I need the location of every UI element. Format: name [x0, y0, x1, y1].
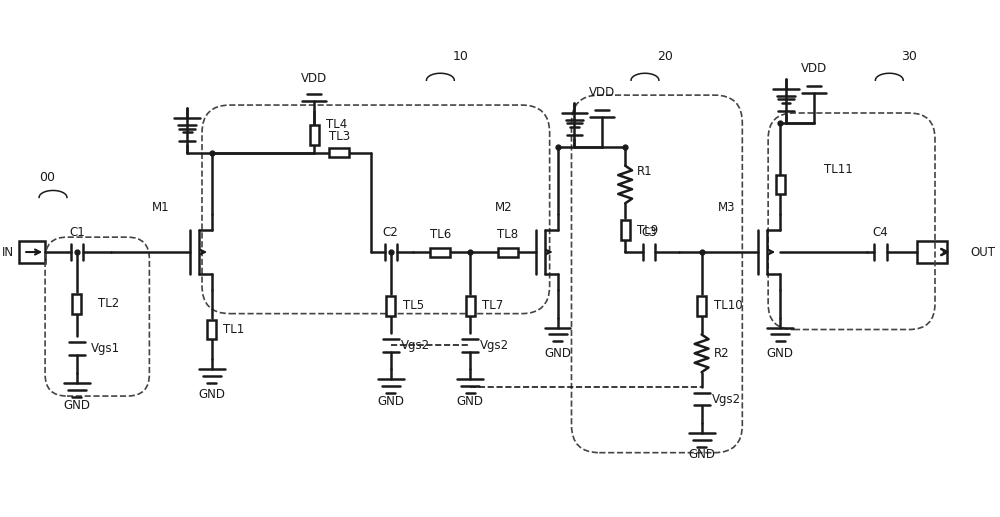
Text: TL8: TL8 [497, 227, 518, 241]
Text: R1: R1 [637, 165, 653, 178]
Text: Vgs1: Vgs1 [91, 342, 120, 355]
Text: 30: 30 [901, 50, 917, 63]
Text: M2: M2 [495, 201, 513, 214]
Text: GND: GND [377, 394, 404, 407]
Text: TL7: TL7 [482, 299, 503, 312]
Text: Vgs2: Vgs2 [401, 339, 430, 352]
Text: TL10: TL10 [714, 299, 742, 312]
Bar [329, 148, 349, 157]
Bar [776, 175, 785, 194]
Bar [310, 125, 319, 145]
Bar [697, 296, 706, 315]
Text: VDD: VDD [589, 86, 615, 99]
Bar [386, 296, 395, 315]
Text: R2: R2 [714, 347, 729, 360]
Text: Vgs2: Vgs2 [712, 392, 741, 405]
Text: GND: GND [688, 448, 715, 461]
Text: GND: GND [544, 347, 571, 360]
Text: TL1: TL1 [223, 323, 244, 336]
Text: C1: C1 [69, 226, 85, 239]
Text: OUT: OUT [971, 246, 996, 258]
Text: GND: GND [457, 394, 484, 407]
Text: TL4: TL4 [326, 118, 347, 131]
Text: IN: IN [2, 246, 14, 258]
Bar [498, 248, 518, 256]
Text: VDD: VDD [801, 62, 827, 75]
Text: TL11: TL11 [824, 163, 853, 176]
Bar [621, 220, 630, 240]
Text: TL5: TL5 [403, 299, 424, 312]
Text: M1: M1 [151, 201, 169, 214]
Text: VDD: VDD [301, 72, 327, 85]
Text: TL3: TL3 [329, 130, 350, 143]
Text: TL2: TL2 [98, 297, 119, 310]
Text: TL9: TL9 [637, 224, 658, 237]
Text: M3: M3 [718, 201, 735, 214]
Text: 20: 20 [657, 50, 673, 63]
Text: C2: C2 [383, 226, 399, 239]
Text: GND: GND [63, 400, 90, 413]
Text: GND: GND [198, 388, 225, 401]
Text: 10: 10 [452, 50, 468, 63]
Bar [430, 248, 450, 256]
Bar [72, 294, 81, 314]
Text: C3: C3 [641, 226, 657, 239]
Text: GND: GND [767, 347, 794, 360]
Bar [466, 296, 475, 315]
Text: C4: C4 [872, 226, 888, 239]
Text: 00: 00 [39, 171, 55, 184]
Text: Vgs2: Vgs2 [480, 339, 509, 352]
Bar [207, 320, 216, 340]
Text: TL6: TL6 [430, 227, 451, 241]
